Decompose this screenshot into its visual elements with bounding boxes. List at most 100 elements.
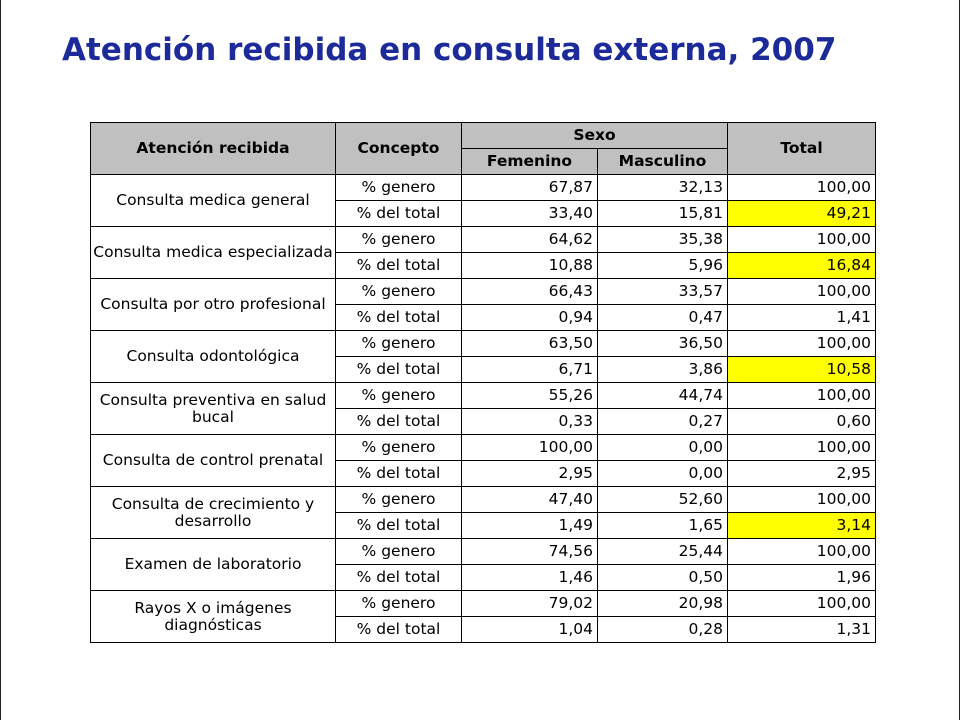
table-row: % del total 33,40 15,81 49,21 bbox=[91, 200, 876, 227]
cell-total: 0,60 bbox=[727, 408, 876, 435]
cell-femenino: 2,95 bbox=[461, 460, 598, 487]
cell-total: 2,95 bbox=[727, 460, 876, 487]
cell-concepto: % del total bbox=[335, 304, 462, 331]
table-row: % del total 1,49 1,65 3,14 bbox=[91, 512, 876, 539]
cell-femenino: 0,94 bbox=[461, 304, 598, 331]
table-row: % del total 1,04 0,28 1,31 bbox=[91, 616, 876, 643]
cell-total: 100,00 bbox=[727, 330, 876, 357]
cell-concepto: % genero bbox=[335, 226, 462, 253]
table-row: % del total 10,88 5,96 16,84 bbox=[91, 252, 876, 279]
cell-atencion-recibida: Consulta de crecimiento y desarrollo bbox=[90, 486, 336, 539]
cell-total: 1,31 bbox=[727, 616, 876, 643]
cell-masculino: 0,28 bbox=[597, 616, 728, 643]
cell-total: 100,00 bbox=[727, 382, 876, 409]
table-row: Rayos X o imágenes diagnósticas% genero 7… bbox=[90, 590, 876, 643]
cell-femenino: 1,46 bbox=[461, 564, 598, 591]
table-row: Consulta de control prenatal% genero 100,… bbox=[90, 434, 876, 487]
cell-femenino: 100,00 bbox=[461, 434, 598, 461]
table-row: % del total 6,71 3,86 10,58 bbox=[91, 356, 876, 383]
cell-femenino: 6,71 bbox=[461, 356, 598, 383]
cell-total: 100,00 bbox=[727, 538, 876, 565]
table-row: Consulta de crecimiento y desarrollo% ge… bbox=[90, 486, 876, 539]
cell-femenino: 64,62 bbox=[461, 226, 598, 253]
cell-masculino: 0,47 bbox=[597, 304, 728, 331]
cell-total: 100,00 bbox=[727, 278, 876, 305]
cell-femenino: 55,26 bbox=[461, 382, 598, 409]
cell-masculino: 1,65 bbox=[597, 512, 728, 539]
cell-atencion-recibida: Rayos X o imágenes diagnósticas bbox=[90, 590, 336, 643]
consulta-externa-table: Atención recibida Concepto Sexo Total Fe… bbox=[90, 122, 876, 643]
slide-border-left bbox=[0, 0, 1, 720]
cell-concepto: % genero bbox=[335, 382, 462, 409]
cell-concepto: % del total bbox=[335, 616, 462, 643]
cell-masculino: 44,74 bbox=[597, 382, 728, 409]
header-femenino: Femenino bbox=[461, 148, 598, 175]
table-row: Examen de laboratorio% genero 74,56 25,44 1… bbox=[90, 538, 876, 591]
cell-concepto: % genero bbox=[335, 330, 462, 357]
cell-total: 100,00 bbox=[727, 226, 876, 253]
header-sexo: Sexo bbox=[461, 122, 728, 149]
cell-femenino: 1,04 bbox=[461, 616, 598, 643]
cell-total: 100,00 bbox=[727, 486, 876, 513]
cell-masculino: 0,00 bbox=[597, 460, 728, 487]
cell-concepto: % genero bbox=[335, 538, 462, 565]
cell-femenino: 10,88 bbox=[461, 252, 598, 279]
cell-femenino: 63,50 bbox=[461, 330, 598, 357]
cell-concepto: % genero bbox=[335, 434, 462, 461]
cell-atencion-recibida: Consulta medica especializada bbox=[90, 226, 336, 279]
cell-concepto: % del total bbox=[335, 564, 462, 591]
cell-masculino: 52,60 bbox=[597, 486, 728, 513]
cell-concepto: % del total bbox=[335, 460, 462, 487]
cell-concepto: % del total bbox=[335, 200, 462, 227]
cell-femenino: 74,56 bbox=[461, 538, 598, 565]
cell-atencion-recibida: Consulta de control prenatal bbox=[90, 434, 336, 487]
cell-total: 3,14 bbox=[727, 512, 876, 539]
cell-masculino: 32,13 bbox=[597, 174, 728, 201]
cell-concepto: % del total bbox=[335, 252, 462, 279]
cell-masculino: 36,50 bbox=[597, 330, 728, 357]
cell-concepto: % genero bbox=[335, 590, 462, 617]
table-row: % del total 0,33 0,27 0,60 bbox=[91, 408, 876, 435]
cell-femenino: 0,33 bbox=[461, 408, 598, 435]
header-concepto: Concepto bbox=[335, 122, 462, 175]
cell-masculino: 0,50 bbox=[597, 564, 728, 591]
cell-total: 10,58 bbox=[727, 356, 876, 383]
table-row: Consulta medica general% genero 67,87 32,1… bbox=[90, 174, 876, 227]
cell-masculino: 33,57 bbox=[597, 278, 728, 305]
cell-concepto: % genero bbox=[335, 174, 462, 201]
cell-femenino: 79,02 bbox=[461, 590, 598, 617]
cell-total: 49,21 bbox=[727, 200, 876, 227]
cell-masculino: 0,00 bbox=[597, 434, 728, 461]
cell-masculino: 25,44 bbox=[597, 538, 728, 565]
header-atencion-recibida: Atención recibida bbox=[90, 122, 336, 175]
cell-total: 1,41 bbox=[727, 304, 876, 331]
cell-masculino: 3,86 bbox=[597, 356, 728, 383]
cell-total: 100,00 bbox=[727, 434, 876, 461]
cell-atencion-recibida: Consulta medica general bbox=[90, 174, 336, 227]
cell-atencion-recibida: Consulta por otro profesional bbox=[90, 278, 336, 331]
cell-total: 1,96 bbox=[727, 564, 876, 591]
cell-atencion-recibida: Consulta odontológica bbox=[90, 330, 336, 383]
cell-atencion-recibida: Consulta preventiva en salud bucal bbox=[90, 382, 336, 435]
cell-atencion-recibida: Examen de laboratorio bbox=[90, 538, 336, 591]
cell-masculino: 35,38 bbox=[597, 226, 728, 253]
cell-femenino: 47,40 bbox=[461, 486, 598, 513]
cell-concepto: % del total bbox=[335, 512, 462, 539]
table-row: Consulta por otro profesional% genero 66,… bbox=[90, 278, 876, 331]
cell-concepto: % genero bbox=[335, 486, 462, 513]
page-title: Atención recibida en consulta externa, 2… bbox=[62, 32, 837, 68]
cell-total: 100,00 bbox=[727, 590, 876, 617]
cell-femenino: 1,49 bbox=[461, 512, 598, 539]
cell-masculino: 15,81 bbox=[597, 200, 728, 227]
table-row: Consulta medica especializada% genero 64,… bbox=[90, 226, 876, 279]
cell-concepto: % del total bbox=[335, 408, 462, 435]
header-masculino: Masculino bbox=[597, 148, 728, 175]
cell-total: 100,00 bbox=[727, 174, 876, 201]
cell-femenino: 33,40 bbox=[461, 200, 598, 227]
table-row: % del total 0,94 0,47 1,41 bbox=[91, 304, 876, 331]
cell-concepto: % del total bbox=[335, 356, 462, 383]
table-row: % del total 1,46 0,50 1,96 bbox=[91, 564, 876, 591]
cell-femenino: 66,43 bbox=[461, 278, 598, 305]
table-row: Consulta odontológica% genero 63,50 36,50 1… bbox=[90, 330, 876, 383]
cell-concepto: % genero bbox=[335, 278, 462, 305]
